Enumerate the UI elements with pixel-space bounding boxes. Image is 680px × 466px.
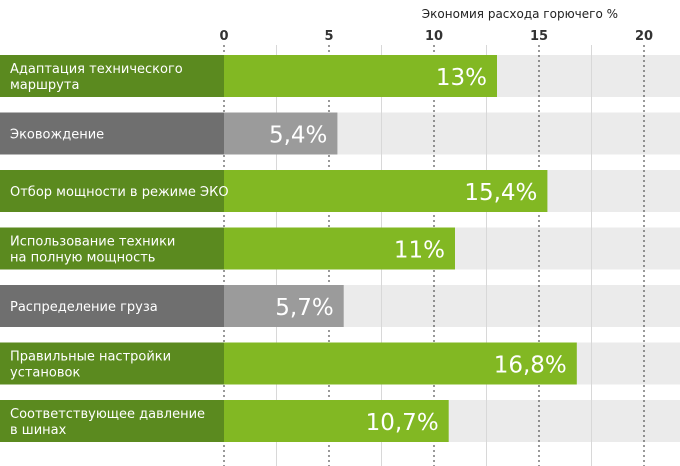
value-label: 5,4% (269, 123, 327, 149)
category-label-box (0, 170, 224, 212)
category-label-box (0, 55, 224, 97)
bar (224, 400, 449, 442)
category-label: Правильные настройки (10, 350, 171, 365)
bar (224, 55, 497, 97)
category-label-box (0, 285, 224, 327)
category-label: на полную мощность (10, 251, 155, 266)
x-tick-label: 15 (530, 29, 548, 44)
x-tick-label: 5 (324, 29, 333, 44)
bar (224, 285, 344, 327)
category-label: Распределение груза (10, 300, 158, 315)
category-label: маршрута (10, 78, 79, 93)
value-label: 15,4% (464, 180, 537, 206)
bar (224, 112, 338, 155)
category-label-box (0, 400, 224, 442)
category-label: Эковождение (10, 128, 104, 143)
category-label: Соответствующее давление (10, 407, 205, 422)
bar (224, 227, 455, 270)
category-label-box (0, 112, 224, 155)
x-tick-label: 10 (425, 29, 443, 44)
category-label-box (0, 342, 224, 385)
category-label: Адаптация технического (10, 62, 183, 77)
category-label: в шинах (10, 423, 67, 438)
bar (224, 342, 577, 385)
value-label: 10,7% (366, 410, 439, 436)
category-label: Отбор мощности в режиме ЭКО (10, 185, 229, 200)
category-label: Использование техники (10, 235, 175, 250)
x-tick-label: 20 (635, 29, 653, 44)
x-tick-label: 0 (219, 29, 228, 44)
axis-title: Экономия расхода горючего % (421, 7, 618, 21)
value-label: 11% (394, 238, 445, 264)
category-label-box (0, 227, 224, 270)
bar (224, 170, 548, 212)
value-label: 5,7% (275, 295, 333, 321)
value-label: 13% (436, 65, 487, 91)
value-label: 16,8% (494, 353, 567, 379)
category-label: установок (10, 366, 80, 381)
